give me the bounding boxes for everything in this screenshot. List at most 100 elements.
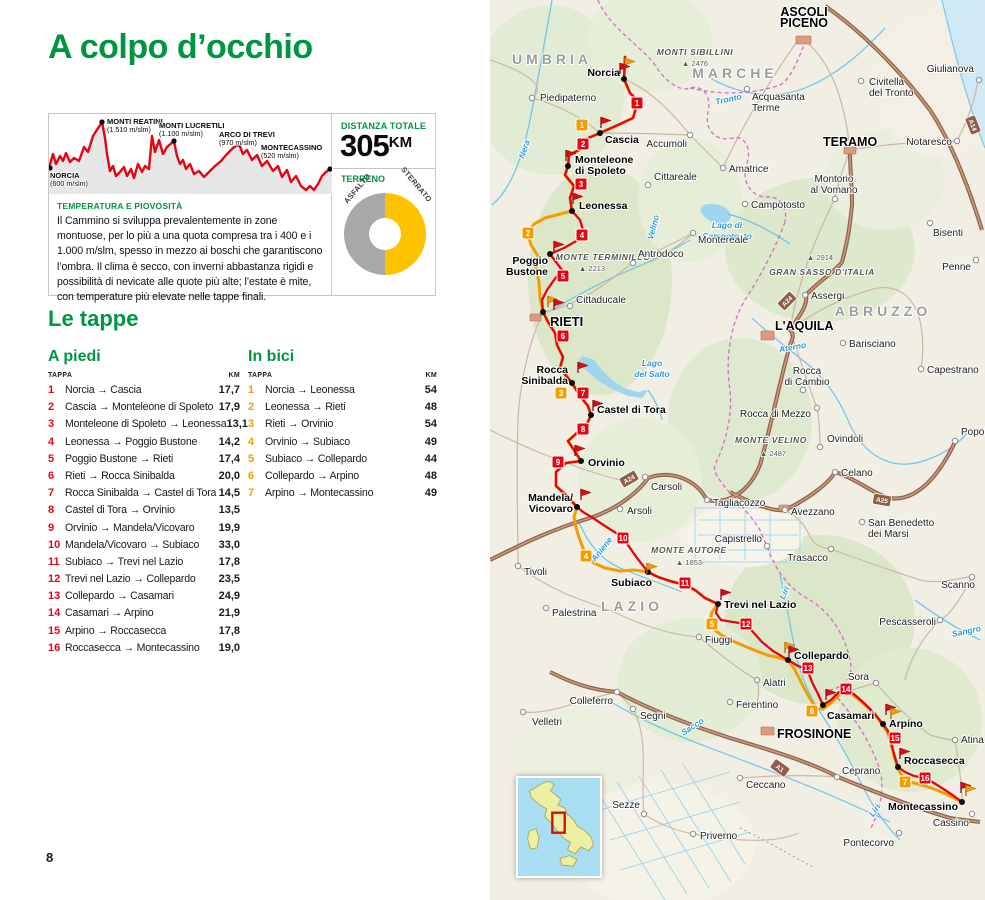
divider [333, 168, 436, 169]
inset-highlight-rect [551, 811, 566, 834]
stage-number: 4 [248, 435, 255, 448]
stage-km: 13,1 [226, 418, 248, 431]
stage-town-label: Castel di Tora [597, 404, 666, 416]
walk-stage-badge [630, 96, 644, 110]
table-row: 8 Castel di Tora → Orvinio 13,5 [48, 504, 240, 521]
map-dynamic-layer: UMBRIA MARCHE ABRUZZO LAZIO MONTI SIBILLINI M… [505, 4, 985, 850]
terrain-donut-chart [344, 193, 426, 275]
table-row: 13 Collepardo → Casamari 24,9 [48, 590, 240, 607]
stage-number: 7 [248, 487, 255, 500]
town-dot [741, 200, 749, 208]
town-label: Pescasseroli [879, 617, 936, 628]
town-dot [972, 256, 980, 264]
table-row: 4 Orvinio → Subiaco 49 [248, 436, 437, 453]
stage-route: Subiaco → Trevi nel Lazio [65, 555, 184, 568]
town-label: Giulianova [927, 64, 975, 75]
town-dot [857, 77, 865, 85]
town-label: Tagliacozzo [713, 498, 766, 509]
town-dot [895, 829, 903, 837]
walk-stage-badge-number: 16 [921, 774, 930, 783]
walk-stage-badge [556, 269, 570, 283]
stage-town-dot [569, 380, 575, 386]
table-row: 5 Subiaco → Collepardo 44 [248, 453, 437, 470]
bike-stage-badge [575, 118, 589, 132]
town-dot [514, 562, 522, 570]
stage-flag-red [553, 240, 565, 249]
elevation-profile-svg: NORCIA(600 m/slm) MONTI REATINI(1.510 m/s… [47, 116, 333, 194]
stage-route: Monteleone di Spoleto → Leonessa [65, 418, 227, 431]
overview-box: NORCIA (600 m/slm) MONTI REATINI (1.510 m/s… [47, 113, 436, 303]
stage-km: 21,9 [218, 607, 240, 620]
table-row: 1 Norcia → Cascia 17,7 [48, 384, 240, 401]
stats-panel: DISTANZA TOTALE 305KM TERRENO ASFALTO ST… [333, 114, 436, 296]
stage-km: 17,4 [218, 452, 240, 465]
peak-elevation-label: ▲ 2487 [760, 449, 786, 458]
stage-km: 44 [424, 452, 437, 465]
stage-number: 13 [48, 590, 61, 603]
profile-point-dot [47, 165, 53, 171]
stage-route: Poggio Bustone → Rieti [65, 452, 174, 465]
urban-area [760, 330, 775, 341]
table-body: 1 Norcia → Cascia 17,7 2 Cascia → Monteleone… [48, 384, 248, 659]
stage-flag-red [592, 399, 604, 408]
stage-town-dot [578, 458, 584, 464]
italy-silhouette [528, 780, 594, 855]
stage-flag-red [565, 149, 577, 158]
stage-town-label: Arpino [889, 718, 923, 730]
terrain-label: TERRENO [341, 174, 386, 184]
stage-town-label: Trevi nel Lazio [724, 599, 796, 611]
stage-town-dot [621, 76, 627, 82]
town-dot [827, 545, 835, 553]
walk-stage-badge-number: 6 [561, 332, 566, 341]
town-dot [743, 85, 751, 93]
town-label: Sezze [612, 800, 640, 811]
town-dot [781, 506, 789, 514]
stage-route: Collepardo → Arpino [265, 469, 359, 482]
town-dot [763, 542, 771, 550]
town-dot [644, 181, 652, 189]
walk-stage-badge [575, 228, 589, 242]
town-label: Montorio al Vomano [810, 174, 858, 196]
profile-point-elev: (520 m/slm) [261, 151, 299, 160]
map-province-boundary [739, 827, 816, 869]
distance-label: DISTANZA TOTALE [341, 121, 427, 131]
town-dot [695, 633, 703, 641]
peak-elevation-label: ▲ 2914 [807, 253, 833, 262]
stage-town-dot [569, 208, 575, 214]
bike-stage-badge-number: 4 [584, 552, 589, 561]
mountain-label: MONTE VELINO [735, 435, 807, 445]
stage-number: 10 [48, 538, 61, 551]
stage-town-dot [880, 721, 886, 727]
walk-stage-badge-number: 5 [561, 272, 566, 281]
peak-elevation-label: ▲ 2213 [579, 264, 605, 273]
stage-route: Casamari → Arpino [65, 607, 154, 620]
stage-town-label: Roccasecca [904, 755, 965, 767]
stage-flag-orange [547, 295, 559, 304]
town-dot [640, 810, 648, 818]
stage-town-label: RIETI [550, 314, 583, 329]
walk-stage-badge [551, 455, 565, 469]
stage-route: Orvinio → Subiaco [265, 435, 350, 448]
bike-stage-badge [554, 386, 568, 400]
table-row: 7 Rocca Sinibalda → Castel di Tora 14,5 [48, 487, 240, 504]
stage-town-label: Orvinio [588, 457, 625, 469]
town-label: Celano [841, 468, 873, 479]
profile-point-dot [236, 141, 242, 147]
stage-km: 17,8 [218, 624, 240, 637]
fucino-channels [694, 507, 801, 563]
stage-km: 54 [424, 418, 437, 431]
walk-stage-badge-number: 14 [842, 685, 851, 694]
city-label: TERAMO [823, 135, 877, 149]
stage-flag-red [553, 298, 565, 307]
walk-stage-badge [574, 177, 588, 191]
climate-section: TEMPERATURA E PIOVOSITÀ Il Cammino si sv… [49, 195, 332, 303]
stage-town-label: Norcia [587, 67, 620, 79]
stage-town-dot [715, 601, 721, 607]
walk-stage-badge-number: 1 [635, 99, 640, 108]
col-stage: TAPPA [248, 372, 273, 379]
table-row: 6 Collepardo → Arpino 48 [248, 470, 437, 487]
town-label: Segni [640, 711, 666, 722]
town-label: Bisenti [933, 228, 963, 239]
stage-flag-orange [965, 784, 977, 793]
stage-route: Orvinio → Mandela/Vicovaro [65, 521, 195, 534]
